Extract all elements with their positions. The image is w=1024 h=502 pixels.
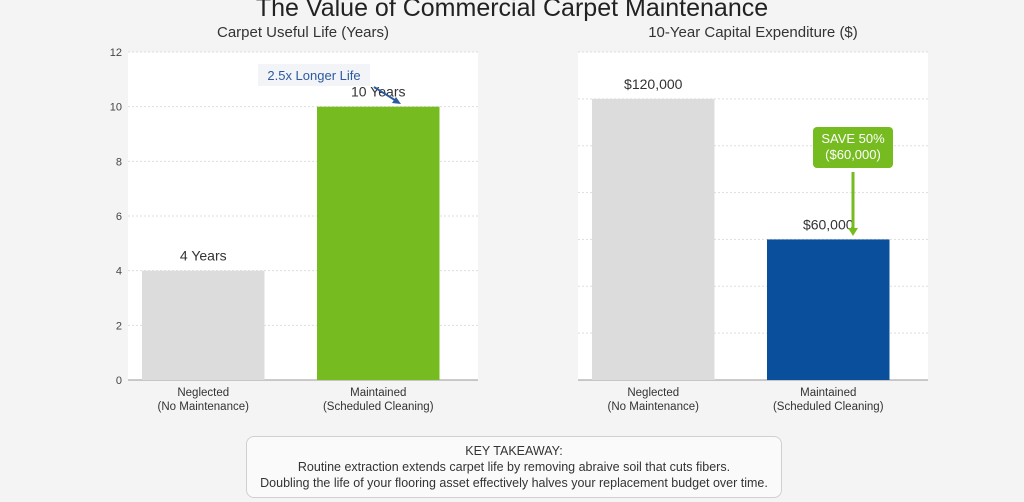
x-tick-label: Neglected: [627, 387, 679, 399]
annotation-box: [258, 64, 370, 86]
annotation-text: SAVE 50%: [821, 131, 885, 146]
bar: [592, 98, 715, 380]
y-tick-label: 10: [110, 102, 122, 114]
chart-title: 10-Year Capital Expenditure ($): [648, 24, 858, 41]
data-label: $60,000: [803, 216, 854, 232]
takeaway-heading: KEY TAKEAWAY:: [465, 444, 563, 458]
x-tick-label: (Scheduled Cleaning): [773, 401, 884, 413]
key-takeaway-box: KEY TAKEAWAY: Routine extraction extends…: [246, 436, 782, 498]
annotation-text: 2.5x Longer Life: [267, 68, 360, 83]
chart-title: Carpet Useful Life (Years): [217, 24, 389, 41]
x-tick-label: (No Maintenance): [608, 401, 700, 413]
takeaway-line-1: Routine extraction extends carpet life b…: [297, 460, 731, 474]
bar: [142, 270, 265, 380]
takeaway-line-2: Doubling the life of your flooring asset…: [260, 476, 768, 490]
bar: [767, 239, 890, 380]
annotation-text: ($60,000): [825, 147, 881, 162]
x-tick-label: Maintained: [350, 387, 406, 399]
x-tick-label: Maintained: [800, 387, 856, 399]
arrowhead-icon: [848, 228, 858, 236]
data-label: 10 Years: [351, 84, 406, 100]
annotation-arrow: [373, 86, 399, 103]
y-tick-label: 8: [116, 156, 122, 168]
y-tick-label: 2: [116, 320, 122, 332]
y-tick-label: 4: [116, 266, 122, 278]
x-tick-label: (Scheduled Cleaning): [323, 401, 434, 413]
x-tick-label: (No Maintenance): [158, 401, 250, 413]
data-label: 4 Years: [180, 248, 227, 264]
y-tick-label: 6: [116, 211, 122, 223]
x-tick-label: Neglected: [177, 387, 229, 399]
y-tick-label: 0: [116, 375, 122, 387]
y-tick-label: 12: [110, 47, 122, 59]
annotation-box: [813, 127, 893, 168]
main-title: The Value of Commercial Carpet Maintenan…: [255, 0, 769, 22]
bar: [317, 106, 440, 381]
arrowhead-icon: [392, 97, 401, 104]
data-label: $120,000: [624, 76, 683, 92]
